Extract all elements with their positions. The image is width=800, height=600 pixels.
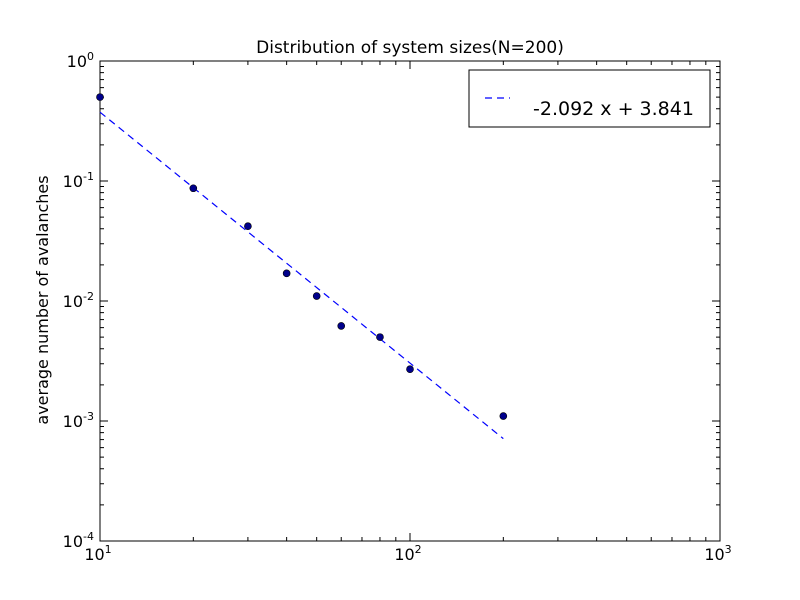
y-tick-label-base: 10 (63, 412, 83, 431)
y-tick-label-base: 10 (67, 52, 87, 71)
data-point (282, 269, 291, 278)
data-point (376, 333, 384, 341)
y-tick-label: 10-2 (63, 290, 94, 311)
y-tick-label: 100 (67, 50, 94, 71)
legend: -2.092 x + 3.841 (468, 69, 711, 128)
y-tick-label-exponent: -1 (83, 170, 94, 183)
data-point (337, 322, 346, 330)
y-tick-label: 10-4 (63, 530, 94, 551)
data-point (406, 365, 414, 374)
data-point (96, 93, 104, 101)
x-tick-label-base: 10 (394, 545, 414, 564)
legend-entry-label: -2.092 x + 3.841 (533, 98, 694, 120)
y-tick-label-base: 10 (63, 172, 83, 191)
data-point (499, 412, 508, 420)
x-tick-label-base: 10 (84, 545, 104, 564)
x-tick-label: 101 (84, 543, 111, 564)
x-tick-label: 103 (704, 543, 731, 564)
x-tick-label-exponent: 1 (105, 543, 112, 556)
x-tick-label: 102 (394, 543, 421, 564)
data-point (189, 184, 198, 193)
y-tick-label-exponent: -2 (83, 290, 94, 303)
y-tick-label: 10-3 (63, 410, 94, 431)
y-tick-label-base: 10 (63, 292, 83, 311)
x-tick-label-exponent: 3 (725, 543, 732, 556)
y-tick-label-base: 10 (63, 532, 83, 551)
y-tick-label-exponent: 0 (87, 50, 94, 63)
y-axis-label: average number of avalanches (33, 175, 52, 424)
y-tick-label-exponent: -4 (83, 530, 94, 543)
y-tick-label-exponent: -3 (83, 410, 94, 423)
data-point (244, 222, 252, 231)
data-point (312, 292, 321, 300)
data-marks (96, 93, 508, 440)
x-tick-label-base: 10 (704, 545, 724, 564)
x-tick-label-exponent: 2 (415, 543, 422, 556)
plot-area (99, 60, 721, 542)
y-tick-label: 10-1 (63, 170, 94, 191)
fit-line (99, 111, 504, 440)
chart-title: Distribution of system sizes(N=200) (256, 38, 564, 58)
